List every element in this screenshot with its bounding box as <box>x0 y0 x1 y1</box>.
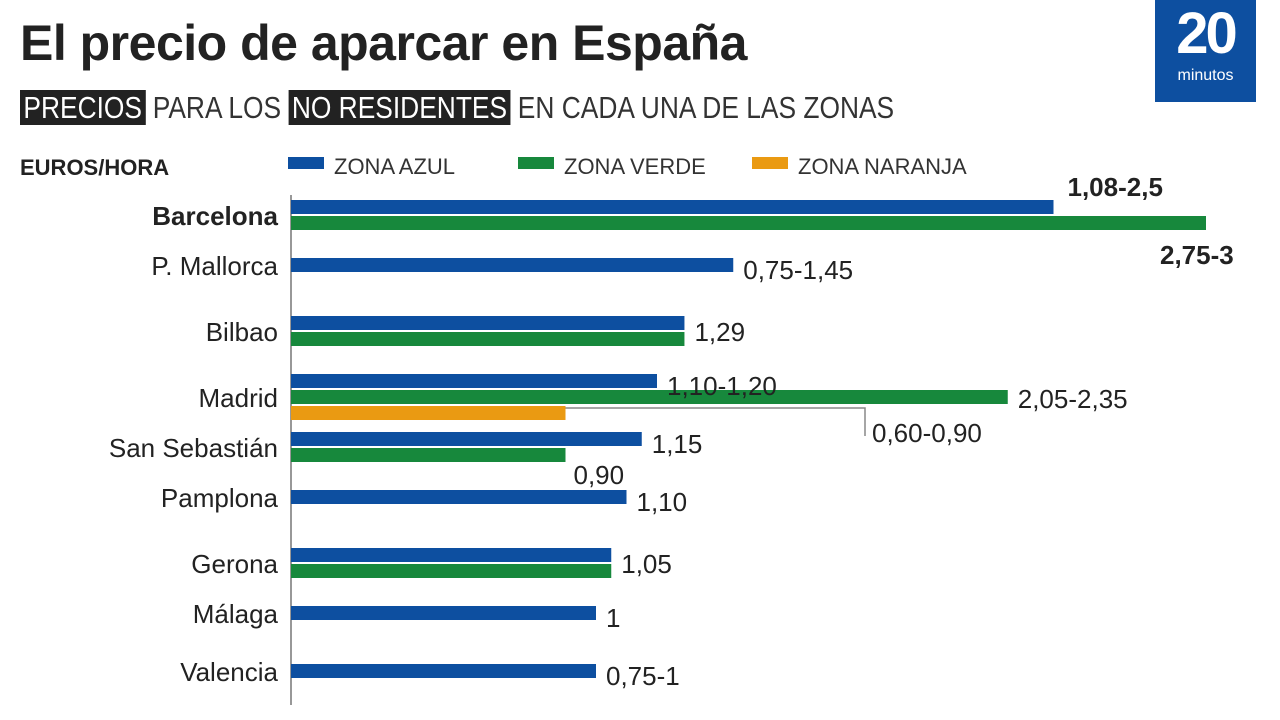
bar-zona-naranja <box>291 406 566 420</box>
legend-label: ZONA AZUL <box>334 154 455 179</box>
chart-title: El precio de aparcar en España <box>20 15 748 71</box>
category-label: Barcelona <box>152 201 278 231</box>
bar-zona-azul <box>291 548 612 562</box>
subtitle-text-2: EN CADA UNA DE LAS ZONAS <box>510 90 895 125</box>
20minutos-logo: 20 minutos <box>1155 0 1256 102</box>
bar-zona-verde <box>291 448 566 462</box>
bar-zona-verde <box>291 564 612 578</box>
category-label: Gerona <box>191 549 278 579</box>
category-label: Bilbao <box>206 317 278 347</box>
data-label: 1,29 <box>694 317 745 347</box>
bar-zona-azul <box>291 316 685 330</box>
data-label: 0,75-1 <box>606 661 680 691</box>
bar-zona-verde <box>291 216 1206 230</box>
data-label: 2,05-2,35 <box>1018 384 1128 414</box>
category-label: Valencia <box>180 657 278 687</box>
data-label: 2,75-3 <box>1160 240 1234 270</box>
bar-zona-azul <box>291 374 657 388</box>
data-label: 1,08-2,5 <box>1068 172 1163 202</box>
bar-zona-azul <box>291 606 596 620</box>
legend-swatch <box>752 157 788 169</box>
subtitle-text: PARA LOS <box>145 90 289 125</box>
category-label: San Sebastián <box>109 433 278 463</box>
data-label: 1,15 <box>652 429 703 459</box>
legend-swatch <box>518 157 554 169</box>
bar-zona-azul <box>291 432 642 446</box>
bar-zona-azul <box>291 490 627 504</box>
subtitle-highlight-no-residentes: NO RESIDENTES <box>288 90 511 125</box>
bar-zona-verde <box>291 390 1008 404</box>
legend-label: ZONA NARANJA <box>798 154 967 179</box>
logo-word: minutos <box>1177 67 1234 84</box>
chart-subtitle: PRECIOS PARA LOS NO RESIDENTES EN CADA U… <box>20 90 894 126</box>
legend-swatch <box>288 157 324 169</box>
category-label: Madrid <box>199 383 278 413</box>
logo-number: 20 <box>1176 1 1238 66</box>
bar-zona-verde <box>291 332 685 346</box>
data-label: 1,10-1,20 <box>667 371 777 401</box>
bar-zona-azul <box>291 258 734 272</box>
legend-label: ZONA VERDE <box>564 154 706 179</box>
leader-line <box>565 407 866 436</box>
data-label: 0,60-0,90 <box>872 418 982 448</box>
data-label: 1,05 <box>621 549 672 579</box>
data-label: 1 <box>606 603 620 633</box>
bar-zona-azul <box>291 200 1054 214</box>
unit-label: EUROS/HORA <box>20 155 169 180</box>
category-label: P. Mallorca <box>151 251 278 281</box>
data-label: 0,90 <box>574 460 625 490</box>
category-label: Málaga <box>193 599 279 629</box>
data-label: 0,75-1,45 <box>743 255 853 285</box>
data-label: 1,10 <box>637 487 688 517</box>
bar-zona-azul <box>291 664 596 678</box>
subtitle-highlight-precios: PRECIOS <box>20 90 146 125</box>
category-label: Pamplona <box>161 483 279 513</box>
